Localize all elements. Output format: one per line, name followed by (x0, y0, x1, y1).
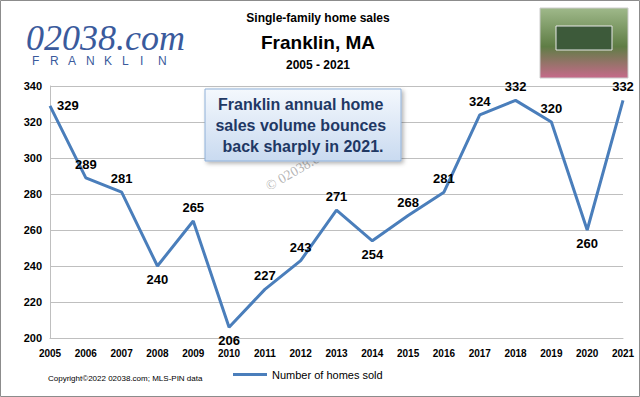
svg-text:N: N (158, 54, 167, 68)
svg-text:289: 289 (75, 157, 97, 172)
svg-text:265: 265 (182, 200, 204, 215)
svg-text:329: 329 (57, 98, 79, 113)
svg-text:02038.com: 02038.com (26, 18, 185, 58)
svg-text:260: 260 (24, 224, 42, 236)
svg-text:220: 220 (24, 296, 42, 308)
svg-text:Franklin, MA: Franklin, MA (261, 32, 375, 53)
svg-text:Number of homes sold: Number of homes sold (272, 369, 383, 381)
svg-text:2016: 2016 (433, 348, 456, 359)
svg-text:271: 271 (326, 189, 348, 204)
svg-text:A: A (68, 54, 76, 68)
svg-text:2007: 2007 (111, 348, 134, 359)
svg-text:280: 280 (24, 188, 42, 200)
svg-text:2020: 2020 (576, 348, 599, 359)
svg-text:281: 281 (433, 171, 455, 186)
svg-text:R: R (50, 54, 59, 68)
svg-text:sales volume bounces: sales volume bounces (215, 117, 390, 134)
svg-text:324: 324 (469, 94, 491, 109)
svg-text:227: 227 (254, 268, 276, 283)
svg-text:2014: 2014 (361, 348, 384, 359)
svg-text:2013: 2013 (325, 348, 348, 359)
svg-text:2009: 2009 (182, 348, 205, 359)
svg-text:300: 300 (24, 152, 42, 164)
svg-text:260: 260 (576, 236, 598, 251)
svg-text:© 02038.com: © 02038.com (263, 142, 337, 194)
svg-text:200: 200 (24, 332, 42, 344)
svg-text:2005: 2005 (39, 348, 62, 359)
svg-text:320: 320 (541, 101, 563, 116)
svg-text:Copyright©2022 02038.com; MLS-: Copyright©2022 02038.com; MLS-PIN data (48, 374, 203, 383)
svg-text:332: 332 (612, 79, 634, 94)
svg-text:332: 332 (505, 79, 527, 94)
svg-text:F: F (32, 54, 39, 68)
svg-text:2008: 2008 (146, 348, 169, 359)
svg-text:340: 340 (24, 80, 42, 92)
svg-text:L: L (122, 54, 129, 68)
svg-text:2021: 2021 (612, 348, 635, 359)
svg-text:Franklin annual home: Franklin annual home (218, 96, 388, 113)
svg-text:2012: 2012 (290, 348, 313, 359)
svg-text:2017: 2017 (469, 348, 492, 359)
svg-text:back sharply in 2021.: back sharply in 2021. (223, 138, 384, 155)
svg-text:K: K (104, 54, 112, 68)
svg-text:320: 320 (24, 116, 42, 128)
svg-text:2019: 2019 (540, 348, 563, 359)
svg-text:2010: 2010 (218, 348, 241, 359)
svg-text:254: 254 (361, 247, 383, 262)
svg-text:243: 243 (290, 240, 312, 255)
svg-text:2018: 2018 (504, 348, 527, 359)
svg-text:Single-family home sales: Single-family home sales (246, 11, 390, 25)
svg-text:268: 268 (397, 195, 419, 210)
svg-text:I: I (140, 54, 143, 68)
svg-text:2006: 2006 (75, 348, 98, 359)
svg-text:240: 240 (24, 260, 42, 272)
svg-text:2015: 2015 (397, 348, 420, 359)
svg-text:2011: 2011 (254, 348, 276, 359)
svg-text:N: N (86, 54, 95, 68)
svg-text:240: 240 (147, 272, 169, 287)
svg-text:281: 281 (111, 171, 133, 186)
svg-text:2005 - 2021: 2005 - 2021 (286, 58, 350, 72)
svg-text:206: 206 (218, 333, 240, 348)
